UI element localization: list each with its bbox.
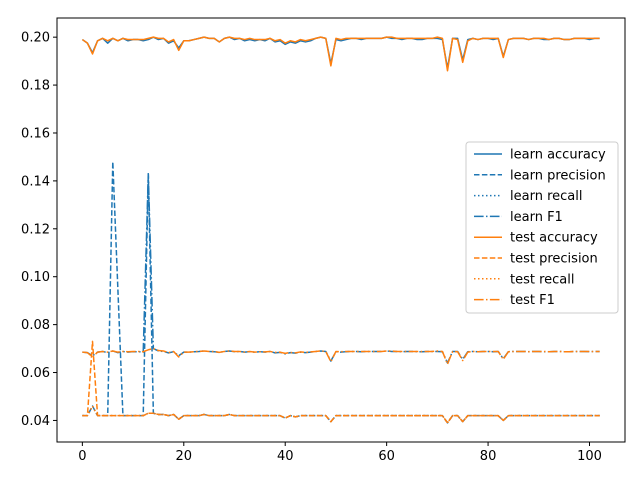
legend-label: learn precision <box>510 168 606 183</box>
y-tick-label: 0.08 <box>21 318 50 333</box>
legend-label: test precision <box>510 252 598 267</box>
legend-box <box>465 141 619 314</box>
legend-label: learn F1 <box>510 210 563 225</box>
y-tick-label: 0.06 <box>21 366 50 381</box>
y-tick-label: 0.14 <box>21 174 50 189</box>
y-tick-label: 0.16 <box>21 126 50 141</box>
x-tick-label: 60 <box>378 449 395 464</box>
y-tick-label: 0.12 <box>21 222 50 237</box>
y-tick-label: 0.10 <box>21 270 50 285</box>
legend-label: test recall <box>510 272 575 287</box>
y-tick-label: 0.20 <box>21 31 50 46</box>
x-tick-label: 0 <box>78 449 86 464</box>
series-line-test-accuracy <box>81 36 600 72</box>
series-line-test-f1 <box>82 347 600 365</box>
legend: learn accuracy learn precision learn recal… <box>465 141 619 314</box>
y-tick-label: 0.04 <box>21 414 50 429</box>
legend-label: test F1 <box>510 293 555 308</box>
x-tick-label: 80 <box>480 449 497 464</box>
legend-label: learn recall <box>510 189 582 204</box>
y-tick-label: 0.18 <box>21 79 50 94</box>
series-layer <box>81 36 600 424</box>
x-tick-label: 20 <box>176 449 193 464</box>
legend-label: learn accuracy <box>510 148 606 163</box>
x-tick-label: 40 <box>277 449 294 464</box>
x-tick-label: 100 <box>577 449 602 464</box>
series-line-test-precision <box>82 340 600 424</box>
legend-label: test accuracy <box>510 231 598 246</box>
axes-layer: 0 20 40 60 80 100 0.04 0.06 0.08 0.10 0.12 0.14 0.16… <box>21 17 626 464</box>
plot-frame <box>56 17 626 443</box>
